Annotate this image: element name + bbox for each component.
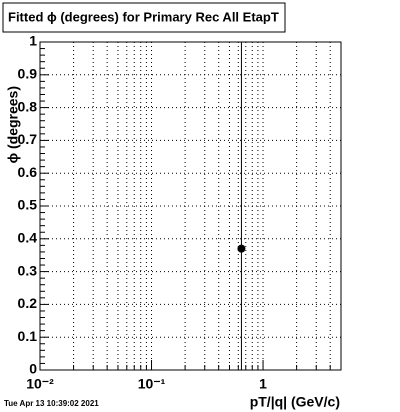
- x-tick-label: 10⁻¹: [138, 376, 166, 392]
- y-tick-label: 1: [29, 33, 37, 49]
- y-tick-label: 0.9: [18, 66, 38, 82]
- y-tick-label: 0.6: [18, 164, 38, 180]
- x-tick-label: 1: [259, 376, 267, 392]
- x-axis-label: pT/|q| (GeV/c): [250, 394, 340, 410]
- y-tick-label: 0.8: [18, 98, 38, 114]
- y-tick-label: 0.7: [18, 131, 38, 147]
- x-tick-label: 10⁻²: [26, 376, 54, 392]
- y-tick-label: 0.5: [18, 197, 38, 213]
- title-box: [2, 2, 286, 33]
- y-axis-label: ϕ (degrees): [5, 86, 21, 163]
- y-tick-label: 0.4: [18, 230, 38, 246]
- timestamp: Tue Apr 13 10:39:02 2021: [4, 399, 99, 408]
- y-tick-label: 0.1: [18, 328, 38, 344]
- data-point: [237, 244, 246, 253]
- y-tick-label: 0: [29, 361, 37, 377]
- y-tick-label: 0.3: [18, 262, 38, 278]
- chart-title: Fitted ϕ (degrees) for Primary Rec All E…: [8, 9, 279, 24]
- plot-frame: [39, 41, 342, 371]
- y-tick-label: 0.2: [18, 295, 38, 311]
